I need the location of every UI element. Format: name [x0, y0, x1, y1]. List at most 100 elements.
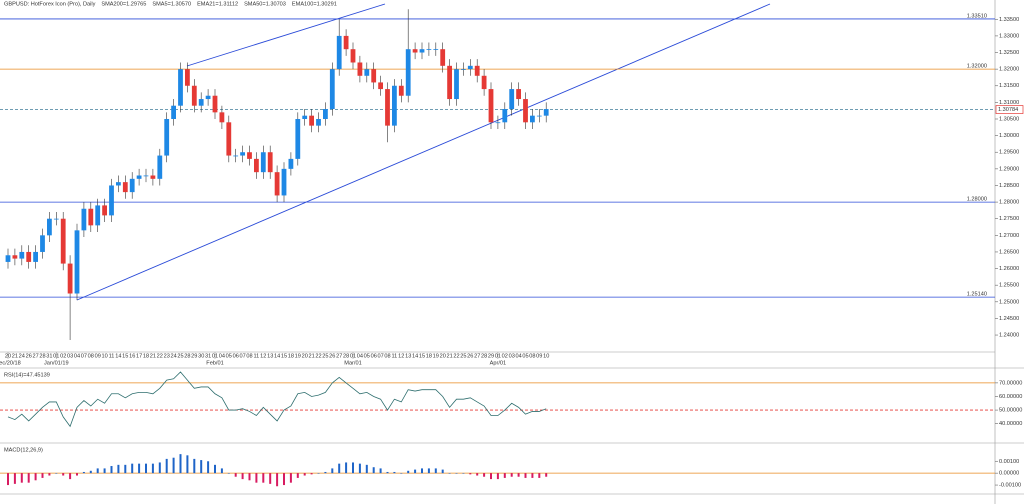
- histogram-bar: [89, 470, 92, 474]
- candle-body: [419, 49, 425, 53]
- x-tick-label: 19: [295, 353, 301, 359]
- candle-body: [461, 69, 466, 70]
- y-tick-label: 70.00000: [999, 380, 1022, 386]
- candle-body: [350, 49, 356, 63]
- candle-body: [129, 178, 135, 193]
- histogram-bar: [207, 461, 210, 474]
- candle-body: [240, 152, 245, 156]
- candle-body: [5, 255, 11, 262]
- y-tick-label: 1.24000: [999, 333, 1019, 339]
- y-tick-label: 1.33500: [999, 17, 1019, 23]
- histogram-bar: [365, 464, 368, 474]
- y-tick-label: 50.00000: [999, 408, 1022, 414]
- x-tick-label: 17: [136, 353, 142, 359]
- x-tick-label: 14: [274, 353, 280, 359]
- candle-body: [336, 35, 342, 70]
- histogram-bar: [283, 473, 285, 486]
- histogram-bar: [517, 473, 520, 477]
- x-tick-label: 16: [129, 353, 135, 359]
- x-tick-label: 19: [433, 353, 439, 359]
- candle-body: [440, 49, 446, 66]
- histogram-bar: [462, 473, 465, 474]
- histogram-bar: [69, 473, 72, 480]
- x-tick-label: 24: [19, 353, 25, 359]
- histogram-bar: [48, 473, 51, 476]
- candle-body: [433, 49, 439, 50]
- candle-body: [474, 65, 480, 76]
- histogram-bar: [145, 463, 147, 474]
- y-tick-label: 1.32000: [999, 67, 1019, 73]
- candle-body: [371, 69, 377, 83]
- candle-body: [254, 158, 259, 173]
- x-tick-label: 26: [329, 353, 335, 359]
- candle-body: [502, 109, 508, 123]
- y-tick-label: 1.29500: [999, 150, 1019, 156]
- histogram-bar: [55, 473, 58, 474]
- x-tick-label: 02: [502, 353, 508, 359]
- candle-body: [19, 251, 25, 259]
- candle-body: [122, 182, 128, 193]
- x-tick-label: 13: [405, 353, 411, 359]
- histogram-bar: [96, 468, 99, 474]
- histogram-bar: [317, 473, 320, 474]
- histogram-bar: [400, 473, 403, 474]
- histogram-bar: [310, 473, 313, 475]
- histogram-bar: [179, 454, 182, 474]
- x-tick-label: 03: [509, 353, 515, 359]
- header-item: SMA200=1.29765: [101, 1, 146, 7]
- histogram-bar: [41, 473, 44, 478]
- period-label: Jan/01/19: [44, 360, 69, 366]
- candle-body: [481, 75, 487, 90]
- histogram-bar: [441, 469, 444, 474]
- candle-body: [447, 65, 452, 100]
- y-tick-label: 1.28500: [999, 183, 1019, 189]
- histogram-bar: [13, 473, 16, 484]
- histogram-bar: [490, 473, 492, 480]
- current-price-box: [995, 105, 1024, 114]
- x-tick-label: 25: [460, 353, 466, 359]
- histogram-bar: [234, 473, 237, 477]
- candle-body: [60, 218, 66, 264]
- level-label: 1.33510: [967, 13, 987, 19]
- candle-body: [150, 175, 156, 179]
- x-tick-label: 05: [226, 353, 232, 359]
- x-tick-label: 04: [74, 353, 80, 359]
- candle-body: [516, 89, 521, 100]
- histogram-bar: [131, 463, 134, 474]
- x-tick-label: 26: [467, 353, 473, 359]
- y-tick-label: 1.33000: [999, 33, 1019, 39]
- x-tick-label: 15: [122, 353, 128, 359]
- period-label: Dec/20/18: [0, 360, 21, 366]
- x-tick-label: 20: [440, 353, 446, 359]
- candle-body: [398, 85, 404, 96]
- x-tick-label: 07: [239, 353, 245, 359]
- x-tick-label: 13: [267, 353, 273, 359]
- candle-body: [329, 69, 335, 110]
- histogram-bar: [352, 462, 354, 474]
- x-tick-label: 15: [281, 353, 287, 359]
- y-tick-label: 1.24500: [999, 316, 1019, 322]
- y-tick-label: 40.00000: [999, 421, 1022, 427]
- period-label: Apr/01: [490, 360, 506, 366]
- candle-body: [95, 205, 101, 226]
- histogram-bar: [289, 473, 292, 483]
- candle-body: [185, 69, 190, 86]
- candle-body: [357, 62, 363, 76]
- candle-body: [260, 152, 266, 173]
- candle-body: [343, 35, 349, 50]
- y-tick-label: 1.30500: [999, 116, 1019, 122]
- candle-body: [136, 175, 142, 179]
- histogram-bar: [414, 469, 417, 474]
- x-tick-label: 04: [219, 353, 225, 359]
- candle-body: [12, 255, 18, 259]
- candle-body: [454, 69, 459, 100]
- panel-title: RSI(14)=47.45139: [4, 372, 50, 378]
- x-tick-label: 21: [446, 353, 452, 359]
- histogram-bar: [276, 473, 279, 487]
- x-tick-label: 06: [371, 353, 377, 359]
- x-tick-label: 29: [191, 353, 197, 359]
- header-item: SMA5=1.30570: [152, 1, 191, 7]
- y-tick-label: 1.27000: [999, 233, 1019, 239]
